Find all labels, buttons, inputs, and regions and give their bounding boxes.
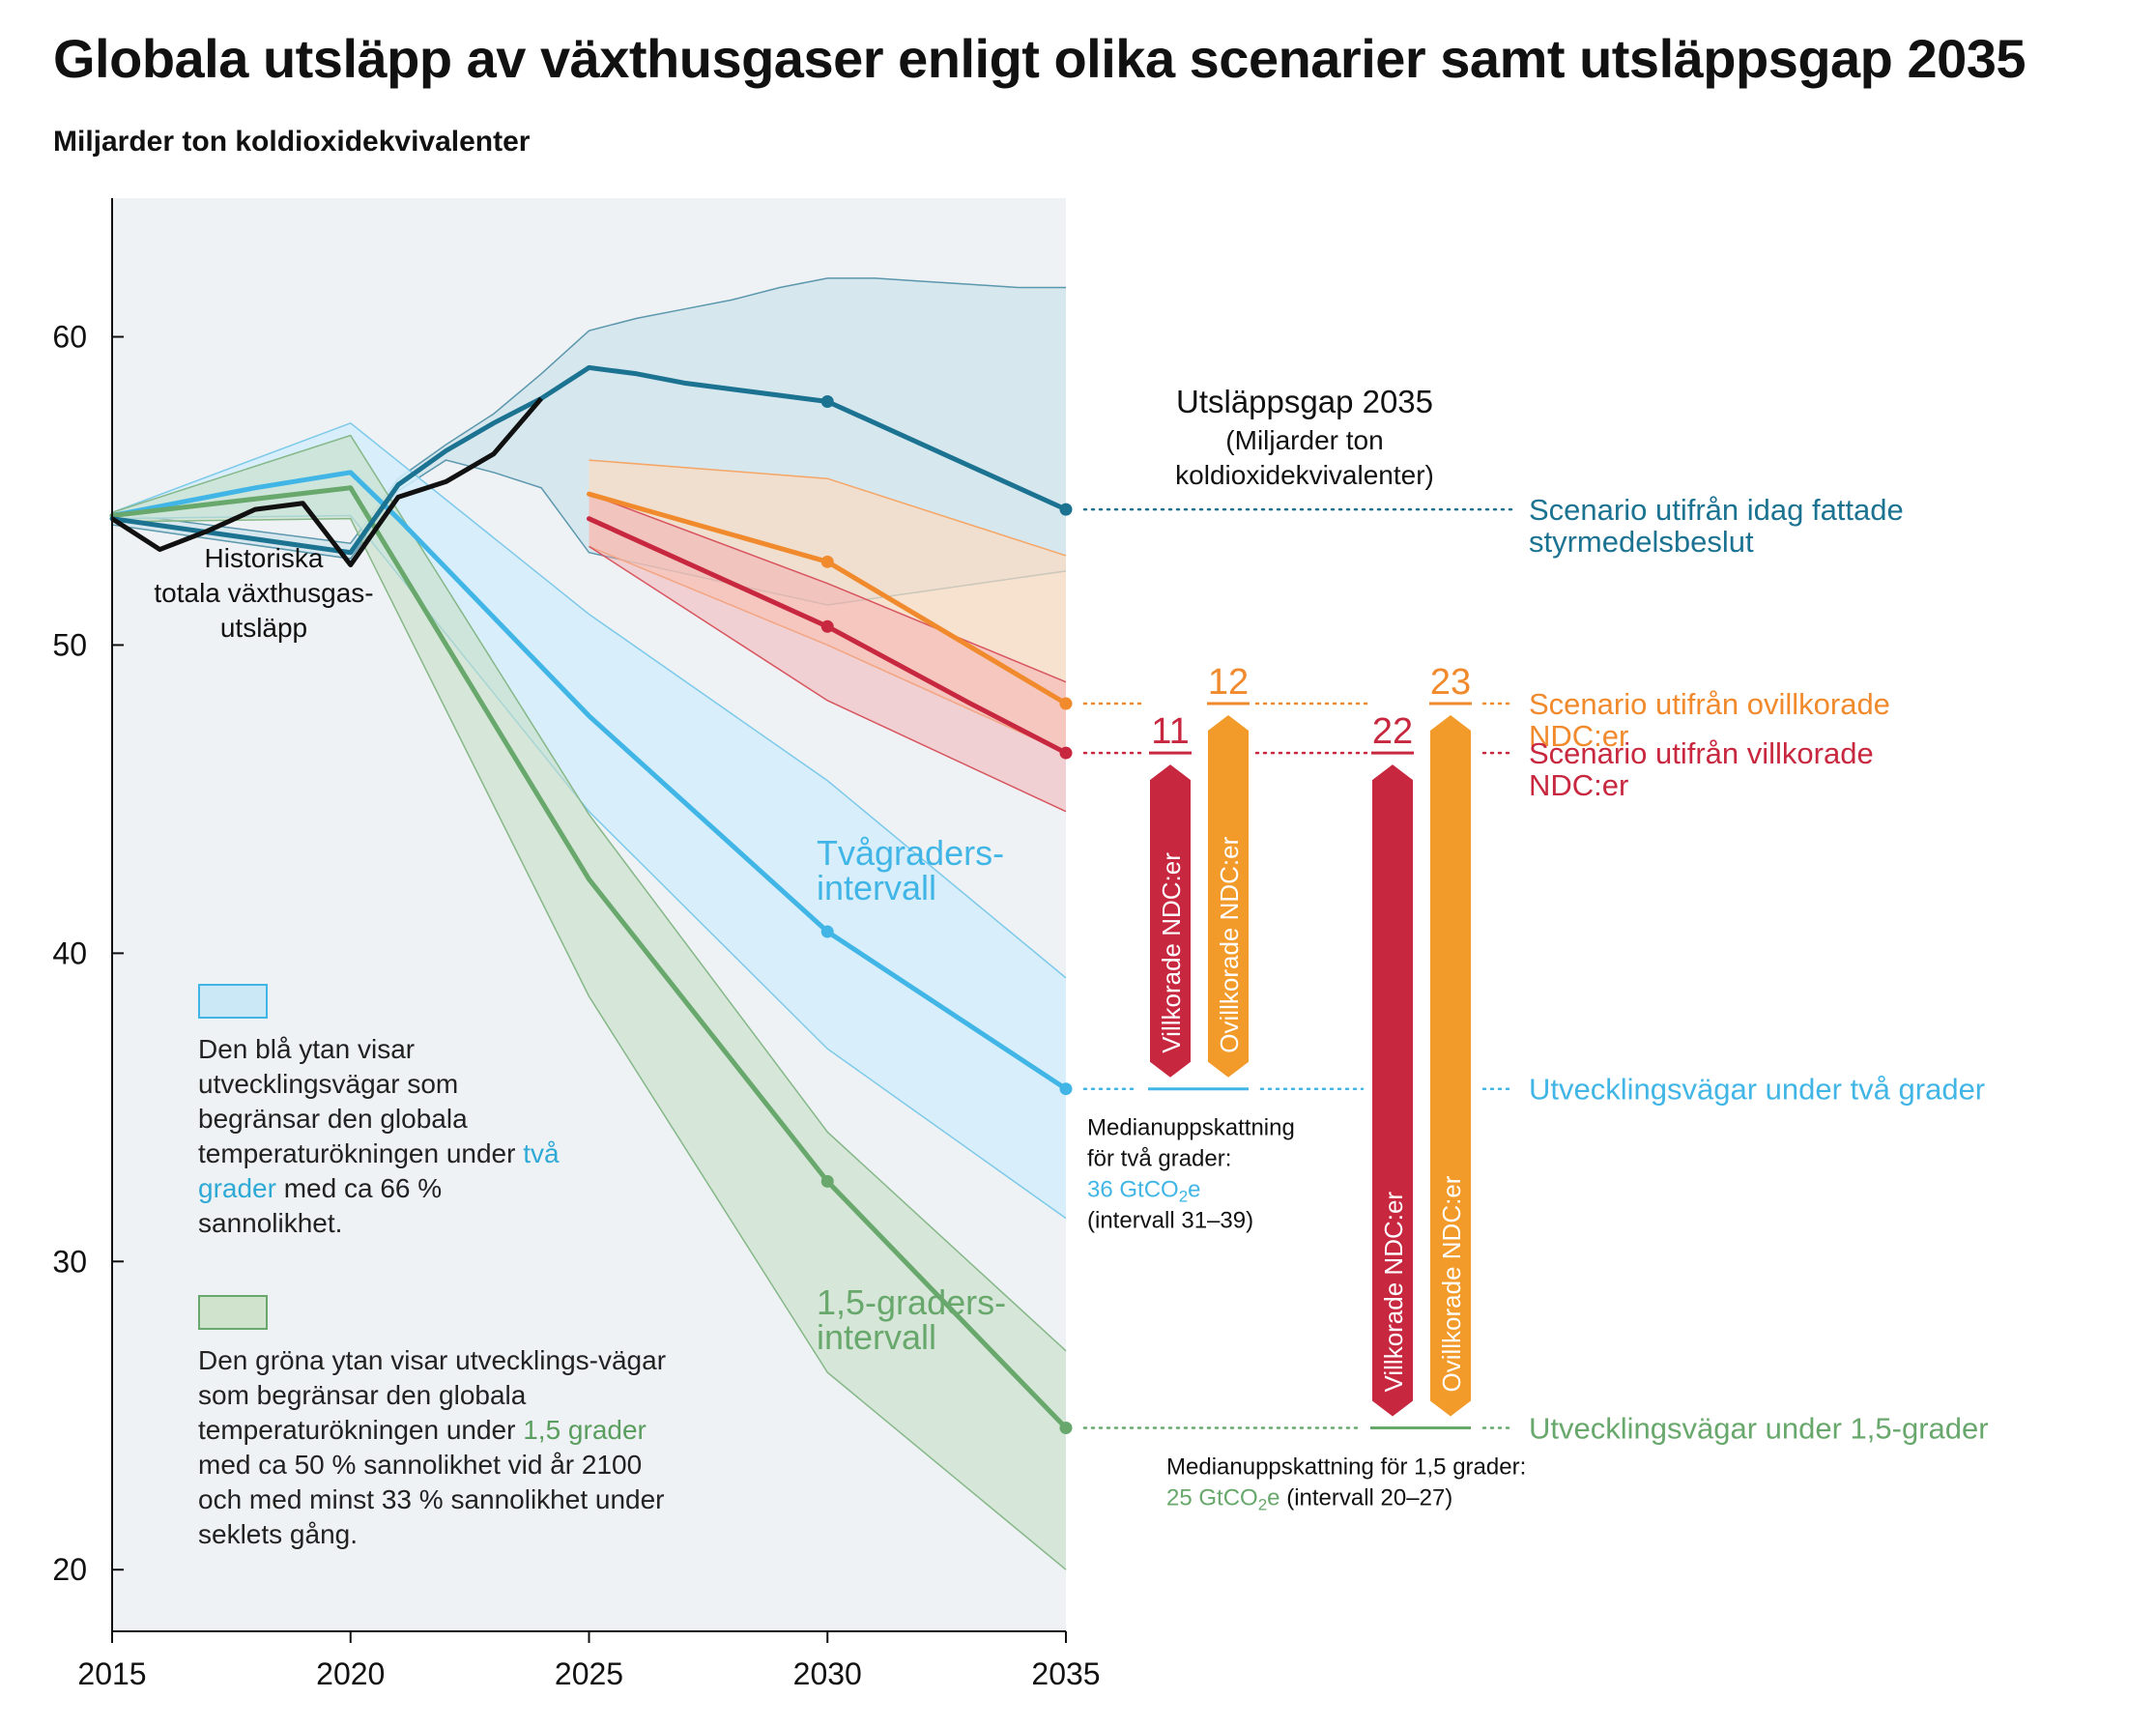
y-tick-label-20: 20 xyxy=(52,1552,87,1587)
median-two-line-1: för två grader: xyxy=(1087,1146,1231,1172)
conditional-band-lower-edge xyxy=(589,545,1067,813)
median-two-range: (intervall 31–39) xyxy=(1087,1208,1253,1234)
two_degree-band-upper-edge xyxy=(111,421,1067,979)
y-tick-label-40: 40 xyxy=(52,935,87,970)
gap-value-1: 12 xyxy=(1208,662,1249,703)
legend-blue-highlight: två grader xyxy=(198,1138,560,1203)
one_five-band-lower-edge xyxy=(111,517,1067,1570)
legend-green-text: Den gröna ytan visar utvecklings-vägar s… xyxy=(198,1343,681,1552)
gap-subtitle-line-1: koldioxidekvivalenter) xyxy=(1175,460,1434,490)
gap-subtitle-line-0: (Miljarder ton xyxy=(1225,425,1383,455)
right-label-policy-line-0: Scenario utifrån idag fattade xyxy=(1529,493,1904,527)
historical-line xyxy=(110,396,544,568)
gap-bar-label-0: Villkorade NDC:er xyxy=(1157,852,1186,1053)
gap-bar-label-2: Villkorade NDC:er xyxy=(1379,1192,1408,1393)
right-label-policy-line-1: styrmedelsbeslut xyxy=(1529,525,1754,559)
conditional-marker-2030 xyxy=(820,619,834,633)
x-tick-label-2015: 2015 xyxy=(77,1656,146,1691)
two-degree-label-line-0: Tvågraders- xyxy=(817,833,1004,873)
policy-marker-2030 xyxy=(820,394,834,408)
right-label-unconditional-line-1: NDC:er xyxy=(1529,719,1628,753)
one-five-label-line-1: intervall xyxy=(817,1317,936,1357)
legend-green-pre: Den gröna ytan visar utvecklings-vägar s… xyxy=(198,1345,667,1445)
two-degree-label-line-1: intervall xyxy=(817,868,936,907)
y-tick-label-30: 30 xyxy=(52,1244,87,1279)
median-one-five-value: 25 GtCO2e (intervall 20–27) xyxy=(1166,1485,1452,1514)
unconditional-marker-2035 xyxy=(1059,697,1073,710)
right-label-one_five-line-0: Utvecklingsvägar under 1,5-grader xyxy=(1529,1412,1989,1446)
right-label-conditional-line-0: Scenario utifrån villkorade xyxy=(1529,736,1874,770)
median-one-five-line-0: Medianuppskattning för 1,5 grader: xyxy=(1166,1454,1526,1481)
policy-marker-2035 xyxy=(1059,503,1073,516)
legend-blue-swatch xyxy=(198,984,268,1019)
chart-title: Globala utsläpp av växthusgaser enligt o… xyxy=(53,28,2027,89)
median-two-line-0: Medianuppskattning xyxy=(1087,1115,1295,1141)
gap-bar-1 xyxy=(1208,715,1249,1078)
unconditional-band xyxy=(589,460,1066,754)
conditional-line xyxy=(587,516,1069,756)
historical-label-line-1: totala växthusgas- xyxy=(154,578,373,608)
gap-bar-2 xyxy=(1372,764,1413,1417)
gap-value-2: 22 xyxy=(1372,711,1413,752)
chart-subtitle: Miljarder ton koldioxidekvivalenter xyxy=(53,126,531,158)
gap-value-0: 11 xyxy=(1151,711,1189,752)
one_five-band xyxy=(112,435,1066,1570)
gap-bar-0 xyxy=(1150,764,1191,1078)
gap-bar-label-3: Ovillkorade NDC:er xyxy=(1437,1175,1466,1392)
x-tick-label-2025: 2025 xyxy=(555,1656,623,1691)
unconditional-band-upper-edge xyxy=(589,459,1067,557)
one_five-line xyxy=(109,485,1069,1431)
one_five-band-upper-edge xyxy=(111,434,1067,1352)
unconditional-band-lower-edge xyxy=(589,545,1067,754)
two_degree-band xyxy=(112,422,1066,1219)
x-tick-label-2020: 2020 xyxy=(316,1656,385,1691)
historical-label-line-0: Historiska xyxy=(205,543,324,573)
y-tick-label-50: 50 xyxy=(52,627,87,662)
legend-blue-text: Den blå ytan visar utvecklingsvägar som … xyxy=(198,1032,570,1241)
legend-blue-post: med ca 66 % sannolikhet. xyxy=(198,1173,443,1238)
legend-green-highlight: 1,5 grader xyxy=(523,1415,647,1445)
median-two-value: 36 GtCO2e xyxy=(1087,1177,1201,1206)
policy-band-upper-edge xyxy=(111,277,1066,544)
gap-value-3: 23 xyxy=(1430,662,1471,703)
right-label-conditional-line-1: NDC:er xyxy=(1529,768,1628,802)
one-five-label-line-0: 1,5-graders- xyxy=(817,1282,1006,1322)
legend-green-swatch xyxy=(198,1295,268,1330)
two_degree-marker-2030 xyxy=(820,925,834,938)
gap-bar-label-1: Ovillkorade NDC:er xyxy=(1215,836,1244,1052)
unconditional-marker-2030 xyxy=(820,555,834,568)
x-tick-label-2035: 2035 xyxy=(1031,1656,1100,1691)
historical-label-line-2: utsläpp xyxy=(220,613,307,643)
right-label-two_degree-line-0: Utvecklingsvägar under två grader xyxy=(1529,1073,1985,1107)
one_five-marker-2030 xyxy=(820,1174,834,1188)
one_five-marker-2035 xyxy=(1059,1422,1073,1435)
legend-green-post: med ca 50 % sannolikhet vid år 2100 och … xyxy=(198,1450,665,1549)
y-tick-label-60: 60 xyxy=(52,320,87,355)
two_degree-marker-2035 xyxy=(1059,1082,1073,1096)
right-label-unconditional-line-0: Scenario utifrån ovillkorade xyxy=(1529,687,1890,721)
conditional-marker-2035 xyxy=(1059,746,1073,760)
x-tick-label-2030: 2030 xyxy=(793,1656,862,1691)
legend-blue-pre: Den blå ytan visar utvecklingsvägar som … xyxy=(198,1034,524,1168)
gap-bar-3 xyxy=(1430,715,1471,1417)
gap-title: Utsläppsgap 2035 xyxy=(1176,384,1433,419)
conditional-band-upper-edge xyxy=(589,493,1067,683)
